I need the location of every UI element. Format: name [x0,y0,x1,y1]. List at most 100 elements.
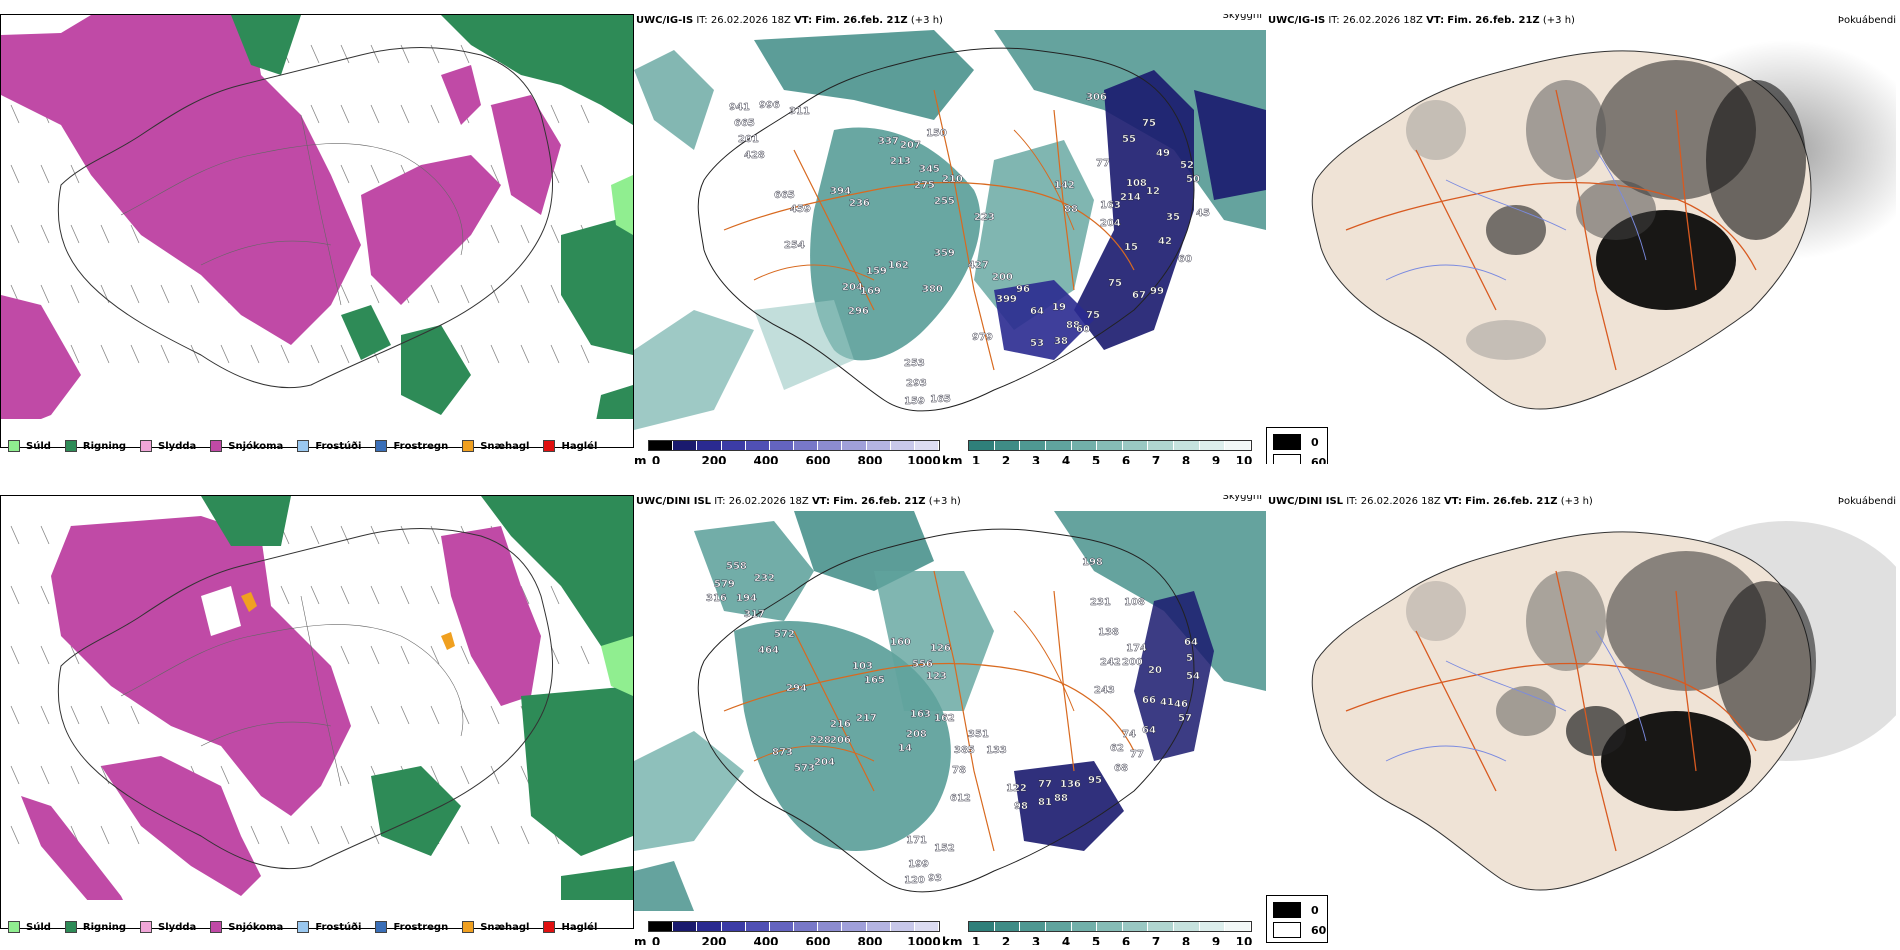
precip-number: 255 [934,196,955,207]
precip-number: 120 [904,875,925,886]
precip-number: 52 [1180,160,1194,171]
vt-label: VT: [1426,15,1445,26]
visibility-tick: 4 [1061,454,1071,464]
visibility-tick: 2 [1001,454,1011,464]
height-tick: 600 [805,935,831,945]
precip-number: 163 [1100,200,1121,211]
legend-label: Haglél [561,921,598,933]
visibility-tick: 9 [1211,454,1221,464]
precip-number: 46 [1174,699,1188,710]
precip-number: 35 [1166,212,1180,223]
precip-number: 199 [908,859,929,870]
precip-number: 214 [1120,192,1141,203]
precip-number: 941 [729,102,750,113]
precip-number: 399 [996,294,1017,305]
precip-number: 293 [906,378,927,389]
precip-type-map [0,495,634,929]
legend-item: Slydda [140,921,196,933]
cloud-panel-row2: UWC/DINI ISL IT: 26.02.2026 18Z VT: Fim.… [634,495,1266,945]
precip-number: 64 [1184,637,1198,648]
legend-item: Frostúði [297,921,361,933]
model-name: UWC/IG-IS [1268,15,1326,26]
it-label: IT: [714,496,726,507]
legend-swatch-drizzle [8,440,20,452]
precip-number: 427 [968,260,989,271]
precip-number: 294 [786,683,807,694]
visibility-tick: 7 [1151,454,1161,464]
precip-number: 66 [1142,695,1156,706]
panel-header: UWC/IG-IS IT: 26.02.2026 18Z VT: Fim. 26… [1268,14,1896,28]
precip-number: 573 [794,763,815,774]
it-value: 26.02.2026 18Z [1360,496,1441,507]
precip-number: 579 [714,579,735,590]
legend-swatch-graupel [462,440,475,452]
precip-number: 380 [922,284,943,295]
height-unit: m [634,935,647,945]
it-label: IT: [1328,15,1340,26]
precip-type-panel-row2: UWC/DINI ISL IT: 26.02.2026 18Z VT: Fim.… [0,495,636,945]
precip-number: 200 [992,272,1013,283]
precip-number: 200 [1122,657,1143,668]
precip-number: 45 [1196,208,1210,219]
legend-swatch-rain [64,921,77,933]
height-tick: 400 [753,454,779,464]
precip-number: 123 [926,671,947,682]
vt-value: Fim. 26.feb. 21Z [815,15,908,26]
height-tick: 1000 [907,935,941,945]
fog-legend-row: 60 [1273,922,1326,938]
visibility-tick: 10 [1235,935,1253,945]
it-label: IT: [1346,496,1358,507]
fog-map [1266,511,1896,911]
precip-number: 359 [934,248,955,259]
precip-number: 150 [926,128,947,139]
visibility-unit: km [942,935,963,945]
precip-number: 665 [734,118,755,129]
height-colorbar: m 0 200 400 600 800 1000 [634,921,944,945]
precip-number: 351 [968,729,989,740]
legend-swatch-freezing-drizzle [297,921,310,933]
lead-time: (+3 h) [1542,15,1575,26]
legend-swatch-hail [543,921,556,933]
lead-time: (+3 h) [910,15,943,26]
fog-panel-row2: UWC/DINI ISL IT: 26.02.2026 18Z VT: Fim.… [1266,495,1900,945]
precip-number: 108 [1124,597,1145,608]
fog-legend-label: 60 [1311,923,1327,937]
legend-label: Frostregn [393,921,449,933]
precip-number: 88 [1066,320,1080,331]
precip-number: 98 [1014,801,1028,812]
legend-item: Rigning [64,921,126,933]
height-colorbar: m 0 200 400 600 800 1000 [634,440,944,464]
precip-number: 75 [1108,278,1122,289]
legend-item: Frostúði [297,440,361,452]
visibility-colorbar: km 1 2 3 4 5 6 7 8 9 10 [942,440,1264,464]
precip-number: 136 [1060,779,1081,790]
precip-number: 12 [1146,186,1160,197]
precip-number: 204 [814,757,835,768]
precip-number: 49 [1156,148,1170,159]
legend-swatch-sleet [140,921,153,933]
precip-number: 165 [930,394,951,405]
precip-number: 5 [1186,653,1193,664]
legend-swatch-hail [543,440,556,452]
legend-swatch-freezing-drizzle [297,440,310,452]
legend-item: Rigning [64,440,126,452]
precip-number: 317 [744,609,765,620]
precip-number: 337 [878,136,899,147]
visibility-tick: 3 [1031,454,1041,464]
cloud-panel-row1: UWC/IG-IS IT: 26.02.2026 18Z VT: Fim. 26… [634,14,1266,464]
visibility-tick: 7 [1151,935,1161,945]
it-value: 26.02.2026 18Z [710,15,791,26]
precip-number: 201 [738,134,759,145]
panel-header: UWC/IG-IS IT: 26.02.2026 18Z VT: Fim. 26… [636,14,1262,28]
precip-number: 42 [1158,236,1172,247]
precip-number: 122 [1006,783,1027,794]
precip-number: 296 [848,306,869,317]
visibility-tick: 6 [1121,454,1131,464]
precip-number: 19 [1052,302,1066,313]
precip-number: 20 [1148,665,1162,676]
precip-number: 15 [1124,242,1138,253]
precip-number: 99 [1150,286,1164,297]
precip-number: 464 [758,645,779,656]
precip-number: 77 [1096,158,1110,169]
visibility-tick: 4 [1061,935,1071,945]
